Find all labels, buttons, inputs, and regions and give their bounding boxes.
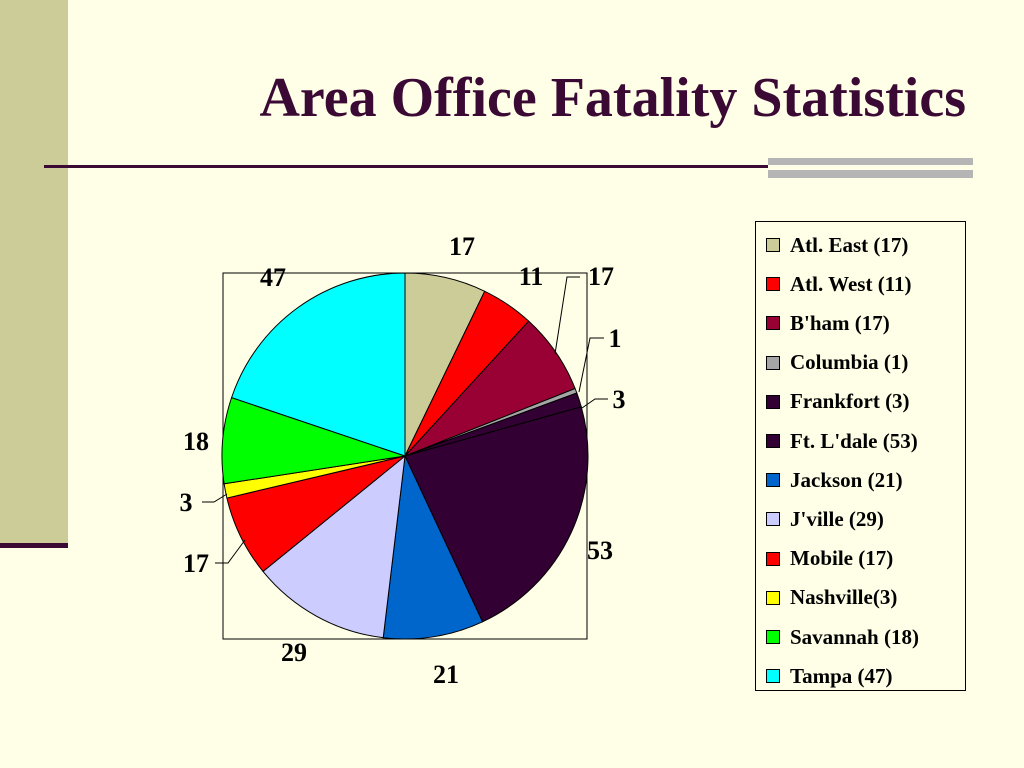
- pie-slice-jackson: [382, 454, 484, 640]
- legend-label: Nashville(3): [790, 585, 898, 610]
- legend-swatch: [766, 238, 780, 252]
- legend-swatch: [766, 434, 780, 448]
- data-label-jackson: 21: [433, 660, 459, 689]
- legend-swatch: [766, 590, 780, 605]
- legend-item-mobile: Mobile (17): [766, 546, 894, 571]
- data-label-b-ham: 17: [588, 262, 614, 291]
- data-label-atl-east: 17: [449, 232, 475, 261]
- leader-line-mobile: [215, 539, 246, 564]
- data-label-atl-west: 11: [519, 262, 544, 291]
- legend-label: Tampa (47): [790, 663, 893, 688]
- legend-swatch: [766, 473, 780, 488]
- leader-line-columbia: [578, 337, 604, 393]
- data-label-columbia: 1: [609, 324, 622, 353]
- data-label-nashville: 3: [180, 488, 193, 517]
- legend-label: J'ville (29): [790, 506, 884, 531]
- legend-label: Atl. East (17): [790, 232, 909, 257]
- data-label-j-ville: 29: [281, 638, 307, 667]
- legend-label: Mobile (17): [790, 546, 894, 571]
- data-labels: 17 11 17 1 3 53 21 29 17 3 18 47: [180, 232, 626, 689]
- legend-swatch: [766, 669, 780, 684]
- leader-lines: [202, 276, 608, 564]
- left-decor-strip: [0, 0, 68, 545]
- data-label-tampa: 47: [260, 263, 286, 292]
- legend-label: Atl. West (11): [790, 271, 912, 296]
- title-rule-accent: [768, 158, 973, 178]
- legend-item-atl-east: Atl. East (17): [766, 233, 908, 257]
- legend-item-columbia: Columbia (1): [766, 350, 909, 375]
- slide-title: Area Office Fatality Statistics: [259, 67, 966, 129]
- leader-line-frankfort: [581, 398, 608, 409]
- legend-label: Ft. L'dale (53): [790, 428, 918, 453]
- legend-item-atl-west: Atl. West (11): [766, 272, 912, 296]
- legend-swatch: [766, 512, 780, 527]
- legend-swatch: [766, 316, 780, 331]
- legend-item-nashville: Nashville(3): [766, 585, 898, 610]
- legend-item-frankfort: Frankfort (3): [766, 389, 910, 414]
- leader-line-b-ham: [554, 276, 580, 355]
- legend-swatch: [766, 277, 780, 292]
- legend-item-savannah: Savannah (18): [766, 625, 919, 649]
- legend-item-b-ham: B'ham (17): [766, 311, 890, 335]
- pie-slice-tampa: [230, 272, 406, 457]
- legend-swatch: [766, 355, 780, 370]
- legend: Atl. East (17) Atl. West (11) B'ham (17) Co…: [755, 221, 966, 691]
- legend-item-jackson: Jackson (21): [766, 468, 903, 492]
- legend-item-j-ville: J'ville (29): [766, 507, 884, 531]
- data-label-savannah: 18: [183, 427, 209, 456]
- left-decor-line: [0, 543, 68, 548]
- data-label-ft-l-dale: 53: [587, 536, 613, 565]
- legend-label: Jackson (21): [790, 467, 903, 492]
- legend-swatch: [766, 630, 780, 644]
- data-label-frankfort: 3: [613, 385, 626, 414]
- leader-line-nashville: [202, 493, 228, 503]
- title-rule: [44, 165, 768, 168]
- pie-slices: [221, 272, 589, 640]
- legend-swatch: [766, 551, 780, 566]
- legend-label: Frankfort (3): [790, 389, 910, 414]
- legend-label: Savannah (18): [790, 624, 919, 649]
- pie-slice-ft-l-dale: [404, 406, 589, 623]
- legend-label: B'ham (17): [790, 310, 890, 335]
- legend-item-tampa: Tampa (47): [766, 664, 893, 688]
- pie-slice-j-ville: [262, 454, 406, 639]
- data-label-mobile: 17: [183, 549, 209, 578]
- legend-label: Columbia (1): [790, 350, 909, 375]
- legend-item-ft-l-dale: Ft. L'dale (53): [766, 429, 918, 453]
- legend-swatch: [766, 394, 780, 409]
